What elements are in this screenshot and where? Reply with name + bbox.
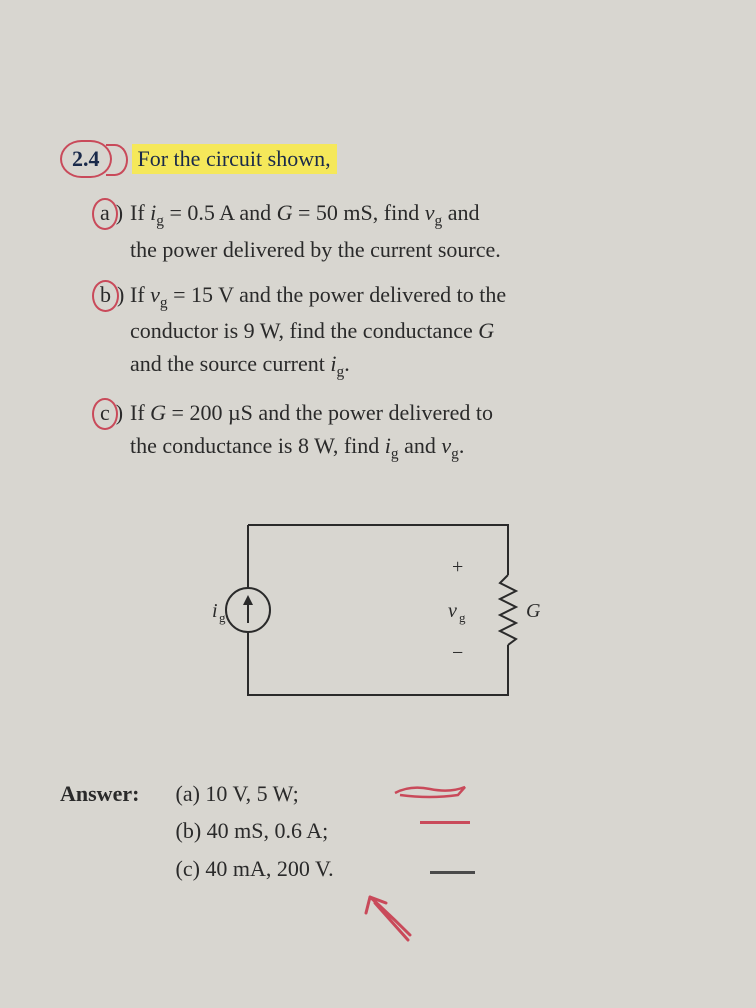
svg-text:i: i: [212, 600, 218, 622]
svg-text:−: −: [452, 642, 463, 664]
problem-title: For the circuit shown,: [132, 144, 337, 174]
part-b: b) If vg = 15 V and the power delivered …: [130, 278, 696, 384]
svg-text:v: v: [448, 600, 457, 622]
part-b-text: If vg = 15 V and the power delivered to …: [130, 282, 506, 377]
part-a-label: a): [92, 196, 123, 230]
part-c-text: If G = 200 µS and the power delivered to…: [130, 400, 493, 458]
circuit-diagram: i g + v g − G: [198, 495, 558, 735]
answer-label: Answer:: [60, 775, 170, 812]
part-c-label: c): [92, 396, 123, 430]
answer-b: (b) 40 mS, 0.6 A;: [176, 818, 329, 843]
circuit-svg: i g + v g − G: [198, 495, 558, 735]
part-c: c) If G = 200 µS and the power delivered…: [130, 396, 696, 466]
answer-c: (c) 40 mA, 200 V.: [176, 856, 334, 881]
svg-text:G: G: [526, 600, 541, 622]
part-a: a) If ig = 0.5 A and G = 50 mS, find vg …: [130, 196, 696, 266]
svg-text:g: g: [459, 610, 466, 625]
answer-lines: (a) 10 V, 5 W; (b) 40 mS, 0.6 A; (c) 40 …: [176, 775, 334, 887]
part-a-text: If ig = 0.5 A and G = 50 mS, find vg and…: [130, 200, 501, 262]
pen-arrow-icon: [340, 885, 430, 945]
problem-number: 2.4: [60, 140, 112, 178]
answer-block: Answer: (a) 10 V, 5 W; (b) 40 mS, 0.6 A;…: [60, 775, 696, 887]
answer-a: (a) 10 V, 5 W;: [176, 781, 299, 806]
part-b-label: b): [92, 278, 124, 312]
svg-text:+: +: [452, 556, 463, 578]
pen-mark-icon: [420, 821, 470, 829]
pen-mark-icon: [430, 871, 475, 877]
svg-text:g: g: [219, 610, 226, 625]
problem-header: 2.4 For the circuit shown,: [60, 140, 696, 178]
pen-mark-icon: [390, 781, 470, 801]
